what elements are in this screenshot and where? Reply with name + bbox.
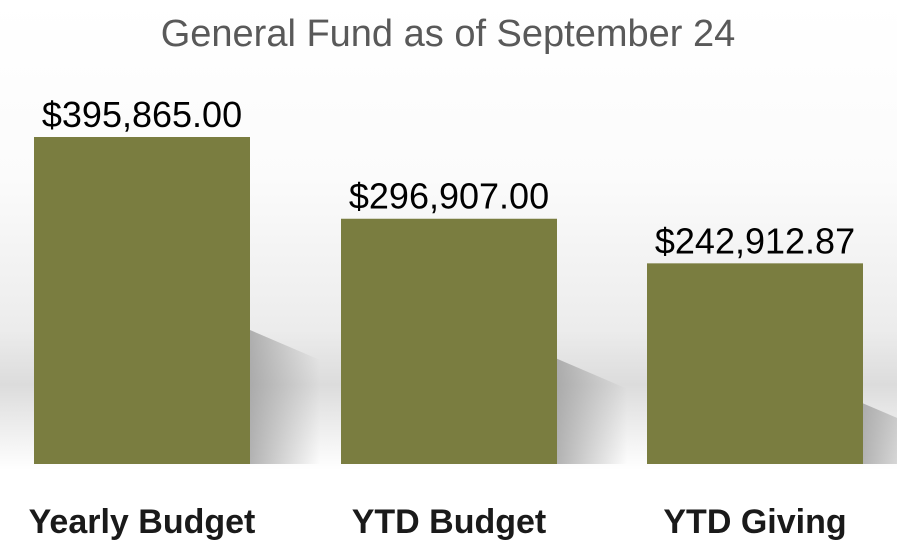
category-labels-group: Yearly Budget YTD Budget YTD Giving [29, 503, 847, 541]
data-labels-group: $395,865.00 $296,907.00 $242,912.87 [42, 94, 855, 261]
bar-shadows [250, 330, 897, 464]
chart-title: General Fund as of September 24 [161, 13, 736, 55]
data-label-ytd-giving: $242,912.87 [655, 220, 855, 261]
category-label-ytd-budget: YTD Budget [352, 503, 547, 541]
bar-shadow-ytd-giving [863, 403, 897, 464]
bar-shadow-yearly-budget [250, 330, 320, 464]
bar-ytd-budget [341, 218, 557, 464]
bar-shadow-ytd-budget [557, 358, 627, 464]
data-label-yearly-budget: $395,865.00 [42, 94, 242, 135]
data-label-ytd-budget: $296,907.00 [349, 176, 549, 217]
bars-group [34, 137, 863, 464]
category-label-yearly-budget: Yearly Budget [29, 503, 256, 541]
bar-yearly-budget [34, 137, 250, 464]
bar-ytd-giving [647, 263, 863, 464]
category-label-ytd-giving: YTD Giving [663, 503, 846, 541]
